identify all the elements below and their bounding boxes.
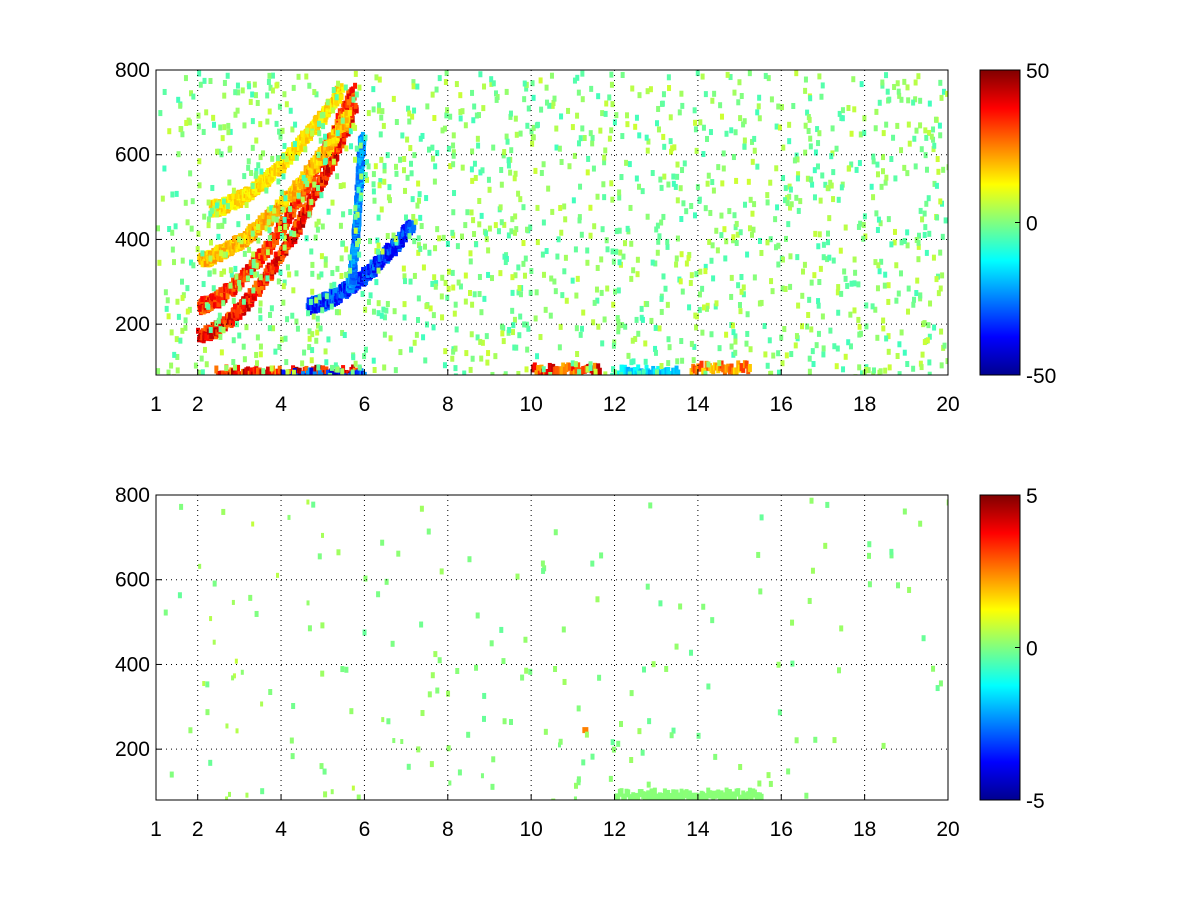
x-tick-label: 2 <box>192 393 204 416</box>
grid-lines-bottom <box>156 495 948 800</box>
y-tick-label: 600 <box>115 144 150 167</box>
heatmap-background-speckle <box>156 70 952 381</box>
x-tick-label: 1 <box>150 393 162 416</box>
x-tick-label: 4 <box>275 818 287 841</box>
colorbar-tick-labels-top: 50 0 -50 <box>1015 60 1056 388</box>
y-tick-label: 400 <box>115 228 150 251</box>
y-tick-label: 200 <box>115 313 150 336</box>
y-tick-label: 200 <box>115 738 150 761</box>
x-tick-label: 10 <box>519 393 542 416</box>
x-tick-label: 14 <box>686 818 710 841</box>
colorbar-top <box>980 70 1020 375</box>
y-tick-label: 800 <box>115 484 150 507</box>
y-tick-label: 400 <box>115 653 150 676</box>
y-tick-labels-top: 200 400 600 800 <box>115 59 162 336</box>
heatmap-feature-band <box>615 788 764 804</box>
x-tick-label: 18 <box>853 393 876 416</box>
plot-frame-bottom <box>156 495 948 800</box>
x-tick-label: 8 <box>442 818 454 841</box>
x-tick-label: 12 <box>603 818 626 841</box>
heatmap-cells-bottom <box>164 498 952 805</box>
heatmap-feature-ridge <box>306 220 416 315</box>
colorbar-tick-label: 0 <box>1026 213 1038 236</box>
x-tick-label: 6 <box>359 393 371 416</box>
colorbar-tick-label: -5 <box>1026 790 1045 813</box>
x-tick-label: 20 <box>936 818 959 841</box>
x-tick-label: 12 <box>603 393 626 416</box>
heatmap-feature-region <box>198 500 355 802</box>
colorbar-tick-label: 50 <box>1026 60 1049 83</box>
x-tick-label: 2 <box>192 818 204 841</box>
heatmap-feature-region <box>448 773 484 785</box>
x-tick-label: 18 <box>853 818 876 841</box>
x-tick-label: 8 <box>442 393 454 416</box>
y-tick-labels-bottom: 200 400 600 800 <box>115 484 162 761</box>
x-tick-label: 10 <box>519 818 542 841</box>
x-tick-label: 16 <box>770 393 793 416</box>
heatmap-feature-band <box>615 364 681 380</box>
x-tick-label: 1 <box>150 818 162 841</box>
colorbar-bottom <box>980 495 1020 800</box>
colorbar-tick-label: 0 <box>1026 638 1038 661</box>
heatmap-background-speckle <box>164 498 952 805</box>
x-tick-label: 20 <box>936 393 959 416</box>
x-tick-label: 4 <box>275 393 287 416</box>
heatmap-cells-top <box>156 70 952 384</box>
heatmap-feature-region <box>381 717 403 744</box>
x-tick-label: 6 <box>359 818 371 841</box>
y-tick-label: 800 <box>115 59 150 82</box>
x-tick-label: 16 <box>770 818 793 841</box>
heatmap-feature-region <box>558 742 577 801</box>
colorbar-tick-label: 5 <box>1026 485 1038 508</box>
y-tick-label: 600 <box>115 569 150 592</box>
x-tick-label: 14 <box>686 393 710 416</box>
colorbar-tick-label: -50 <box>1026 365 1056 388</box>
